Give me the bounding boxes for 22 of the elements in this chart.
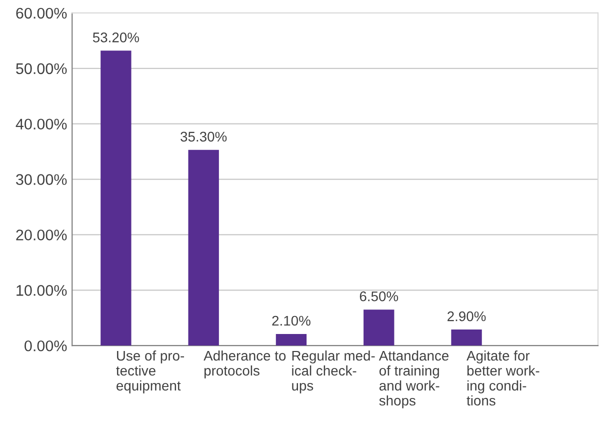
bar: [188, 150, 219, 346]
y-tick-label: 60.00%: [16, 8, 67, 19]
x-tick-label: Adherance to protocols: [204, 350, 286, 378]
bar: [451, 330, 482, 346]
data-label: 2.90%: [448, 311, 486, 322]
data-label: 35.30%: [180, 132, 227, 142]
x-tick-label: Agitate for better work- ing condi- tions: [466, 350, 540, 406]
y-tick-label: 50.00%: [16, 63, 67, 74]
bar: [364, 310, 394, 346]
data-label: 2.10%: [272, 316, 310, 326]
y-tick-label: 20.00%: [16, 230, 67, 240]
y-tick-label: 40.00%: [16, 118, 67, 130]
data-label: 53.20%: [92, 32, 140, 42]
y-tick-label: 30.00%: [16, 174, 67, 185]
y-tick-label: 0.00%: [24, 340, 67, 352]
data-label: 6.50%: [360, 291, 398, 302]
bar: [100, 50, 132, 346]
x-tick-label: Attandance of training and work- shops: [378, 350, 449, 408]
x-tick-label: Regular med- ical check- ups: [292, 350, 375, 394]
bar: [276, 334, 307, 346]
y-tick-label: 10.00%: [16, 285, 67, 296]
x-tick-label: Use of pro- tective equipment: [116, 350, 184, 394]
